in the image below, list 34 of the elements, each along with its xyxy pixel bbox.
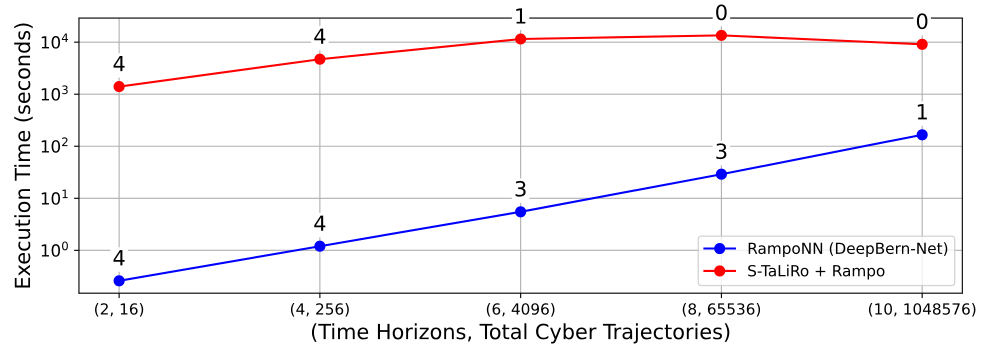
annotation: 0 — [916, 13, 928, 30]
annotation: 4 — [314, 28, 326, 44]
y-tick-label: 10$^{3}$ — [42, 85, 68, 101]
point — [515, 206, 526, 218]
annotation: 4 — [314, 216, 326, 231]
point — [314, 54, 326, 65]
x-tick-label: (8, 65536) — [682, 302, 760, 317]
point — [916, 129, 928, 140]
legend-label: RampoNN (DeepBern-Net) — [748, 242, 948, 258]
annotation: 3 — [516, 180, 526, 197]
x-axis-title: (Time Horizons, Total Cyber Trajectories) — [312, 323, 730, 344]
point — [314, 240, 326, 252]
y-tick-label: 10$^{2}$ — [42, 137, 68, 153]
legend-label: S-TaLiRo + Rampo — [748, 264, 884, 280]
annotation: 0 — [716, 4, 727, 20]
point — [114, 81, 125, 92]
x-tick-label: (2, 16) — [95, 302, 144, 317]
y-tick-label: 10$^{4}$ — [42, 33, 68, 49]
x-tick-label: (4, 256) — [290, 302, 349, 317]
x-tick-label: (6, 4096) — [486, 302, 554, 317]
point — [716, 30, 727, 41]
point — [716, 168, 727, 180]
x-tick-label: (10, 1048576) — [868, 302, 976, 317]
annotation: 4 — [114, 250, 125, 266]
point — [114, 275, 125, 286]
y-tick-label: 10$^{1}$ — [42, 190, 68, 205]
y-tick-label: 10$^{0}$ — [42, 242, 68, 257]
point — [916, 38, 928, 50]
annotation: 1 — [516, 8, 526, 24]
annotation: 1 — [918, 104, 927, 120]
point — [515, 33, 526, 45]
annotation: 3 — [716, 143, 726, 160]
annotation: 4 — [114, 56, 125, 72]
y-axis-title: Execution Time (seconds) — [14, 24, 33, 288]
